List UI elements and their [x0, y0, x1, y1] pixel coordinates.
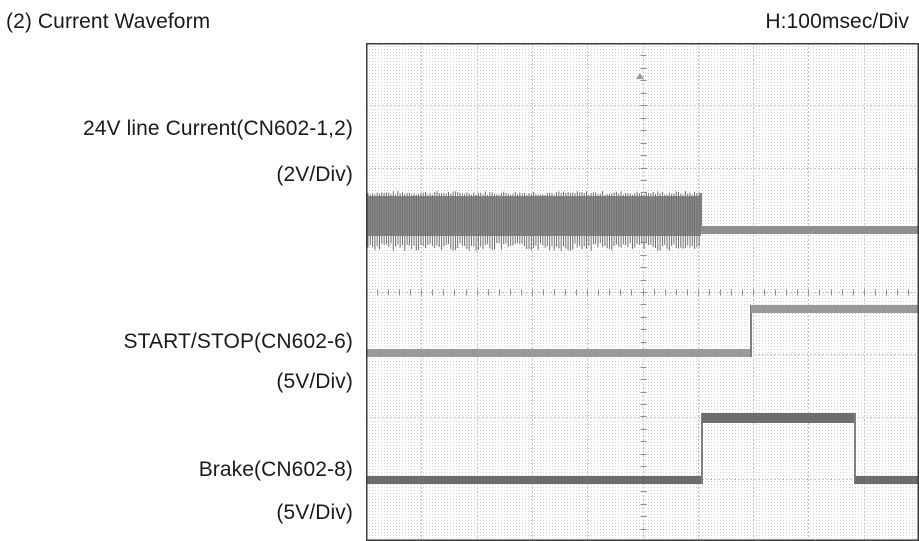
channel-3-scale: (5V/Div): [276, 501, 353, 524]
trace-start-stop-high: [751, 305, 918, 313]
trace-start-stop: [367, 305, 918, 357]
channel-3-name: Brake(CN602-8): [198, 458, 353, 481]
trace-brake-pulse: [702, 413, 855, 423]
oscilloscope-screen: [366, 43, 919, 541]
time-scale-label: H:100msec/Div: [765, 10, 909, 33]
trigger-marker-top: [636, 73, 644, 79]
waveform-traces: [367, 191, 918, 484]
trace-brake-low-2: [855, 476, 918, 484]
trace-brake-low-1: [367, 476, 702, 484]
trace-start-stop-low: [367, 349, 751, 357]
diagram-title: (2) Current Waveform: [6, 10, 211, 33]
channel-1-scale: (2V/Div): [276, 163, 353, 186]
channel-2-name: START/STOP(CN602-6): [123, 330, 353, 353]
trace-24v-line-current: [367, 191, 918, 251]
trace-24v-idle-band: [701, 226, 918, 234]
trace-brake: [367, 413, 918, 484]
channel-2-scale: (5V/Div): [276, 370, 353, 393]
channel-1-name: 24V line Current(CN602-1,2): [83, 117, 353, 140]
